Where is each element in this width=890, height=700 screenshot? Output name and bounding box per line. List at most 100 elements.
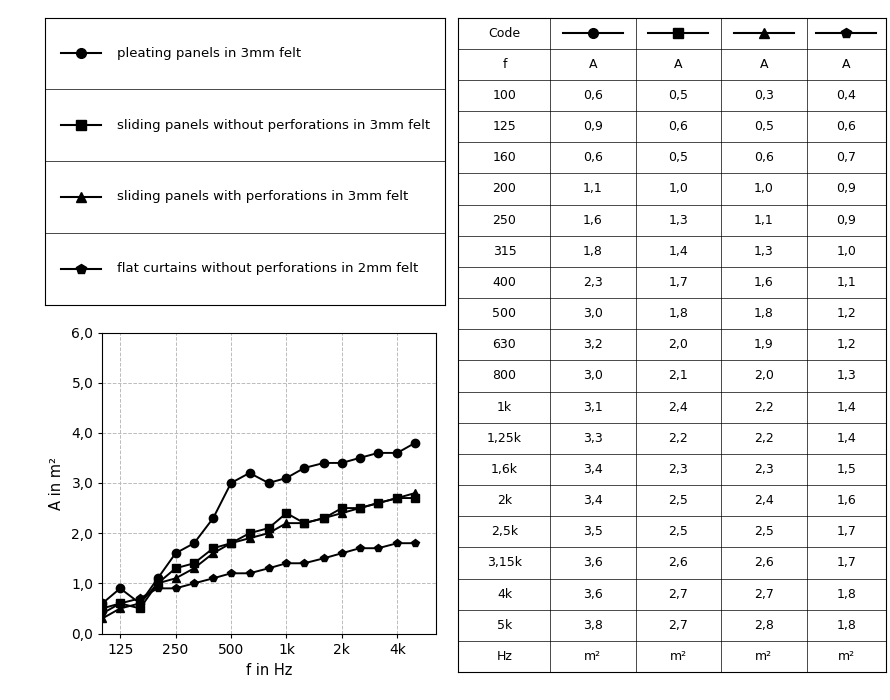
X-axis label: f in Hz: f in Hz [246,664,293,678]
Text: 0,6: 0,6 [754,151,773,164]
Text: 1,9: 1,9 [754,338,773,351]
Text: 2,6: 2,6 [668,556,688,569]
Text: 630: 630 [492,338,516,351]
Text: A: A [842,58,851,71]
Text: 2,6: 2,6 [754,556,773,569]
Text: sliding panels with perforations in 3mm felt: sliding panels with perforations in 3mm … [117,190,408,204]
Text: 3,15k: 3,15k [487,556,522,569]
Text: 1,2: 1,2 [837,307,856,320]
Text: 5k: 5k [497,619,512,631]
Text: 2,0: 2,0 [668,338,688,351]
Text: 2,4: 2,4 [668,400,688,414]
Text: 1,4: 1,4 [668,245,688,258]
Text: m²: m² [670,650,687,663]
Text: f: f [502,58,506,71]
Text: 2,5: 2,5 [668,494,688,507]
Text: 1,8: 1,8 [668,307,688,320]
Text: 0,7: 0,7 [837,151,856,164]
Text: 1,1: 1,1 [754,214,773,227]
Text: 1,7: 1,7 [668,276,688,289]
Text: 2,7: 2,7 [754,587,773,601]
Text: 3,0: 3,0 [583,307,603,320]
Text: 0,5: 0,5 [668,151,688,164]
Text: 1,3: 1,3 [837,370,856,382]
Text: 3,0: 3,0 [583,370,603,382]
Text: m²: m² [585,650,602,663]
Text: 3,3: 3,3 [583,432,603,444]
Text: 1,5: 1,5 [837,463,856,476]
Text: m²: m² [837,650,854,663]
Text: 3,4: 3,4 [583,463,603,476]
Text: 0,6: 0,6 [583,89,603,102]
Text: 1,7: 1,7 [837,556,856,569]
Text: 0,9: 0,9 [583,120,603,133]
Text: 125: 125 [492,120,516,133]
Text: 1,3: 1,3 [754,245,773,258]
Text: 200: 200 [492,183,516,195]
Text: 3,2: 3,2 [583,338,603,351]
Text: 0,9: 0,9 [837,183,856,195]
Text: 0,6: 0,6 [837,120,856,133]
Text: 2,2: 2,2 [754,432,773,444]
Text: 1,8: 1,8 [837,587,856,601]
Text: 1k: 1k [497,400,512,414]
Text: 1,8: 1,8 [837,619,856,631]
Text: 3,6: 3,6 [583,556,603,569]
Text: 1,1: 1,1 [583,183,603,195]
Text: 315: 315 [492,245,516,258]
Text: 1,4: 1,4 [837,400,856,414]
Text: pleating panels in 3mm felt: pleating panels in 3mm felt [117,47,301,60]
Text: 2,2: 2,2 [668,432,688,444]
Text: 1,8: 1,8 [754,307,773,320]
Text: flat curtains without perforations in 2mm felt: flat curtains without perforations in 2m… [117,262,417,275]
Text: 0,4: 0,4 [837,89,856,102]
Text: 400: 400 [492,276,516,289]
Text: 2,7: 2,7 [668,619,688,631]
Text: 100: 100 [492,89,516,102]
Text: 1,25k: 1,25k [487,432,522,444]
Text: 0,6: 0,6 [583,151,603,164]
Text: Hz: Hz [497,650,513,663]
Text: 2,3: 2,3 [754,463,773,476]
Text: 160: 160 [492,151,516,164]
Text: 1,4: 1,4 [837,432,856,444]
Text: 1,2: 1,2 [837,338,856,351]
Text: 500: 500 [492,307,516,320]
Text: Code: Code [489,27,521,40]
Text: 2,3: 2,3 [583,276,603,289]
Text: A: A [588,58,597,71]
Text: 2,1: 2,1 [668,370,688,382]
Text: 1,0: 1,0 [668,183,688,195]
Text: 2,7: 2,7 [668,587,688,601]
Text: 2,8: 2,8 [754,619,773,631]
Text: A: A [759,58,768,71]
Text: 1,6k: 1,6k [491,463,518,476]
Text: 0,5: 0,5 [668,89,688,102]
Text: 3,5: 3,5 [583,525,603,538]
Text: 800: 800 [492,370,516,382]
Text: 2k: 2k [497,494,512,507]
Text: 1,6: 1,6 [583,214,603,227]
Text: 2,5k: 2,5k [491,525,518,538]
Text: sliding panels without perforations in 3mm felt: sliding panels without perforations in 3… [117,118,430,132]
Text: 2,2: 2,2 [754,400,773,414]
Text: 3,4: 3,4 [583,494,603,507]
Text: 1,8: 1,8 [583,245,603,258]
Text: 1,6: 1,6 [837,494,856,507]
Text: 2,4: 2,4 [754,494,773,507]
Text: 1,7: 1,7 [837,525,856,538]
Text: 1,6: 1,6 [754,276,773,289]
Y-axis label: A in m²: A in m² [49,456,64,510]
Text: 4k: 4k [497,587,512,601]
Text: 1,3: 1,3 [668,214,688,227]
Text: 1,0: 1,0 [754,183,773,195]
Text: 2,0: 2,0 [754,370,773,382]
Text: A: A [674,58,683,71]
Text: 0,9: 0,9 [837,214,856,227]
Text: 3,8: 3,8 [583,619,603,631]
Text: 0,3: 0,3 [754,89,773,102]
Text: 2,3: 2,3 [668,463,688,476]
Text: 1,1: 1,1 [837,276,856,289]
Text: 0,6: 0,6 [668,120,688,133]
Text: 3,6: 3,6 [583,587,603,601]
